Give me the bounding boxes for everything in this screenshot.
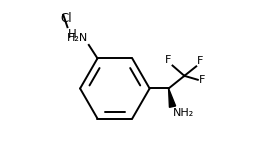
Text: H: H [68, 28, 77, 41]
Text: F: F [165, 55, 171, 65]
Polygon shape [168, 88, 175, 107]
Text: F: F [196, 56, 203, 66]
Text: NH₂: NH₂ [173, 108, 194, 118]
Text: Cl: Cl [60, 12, 72, 25]
Text: H₂N: H₂N [67, 33, 88, 43]
Text: F: F [198, 75, 204, 85]
